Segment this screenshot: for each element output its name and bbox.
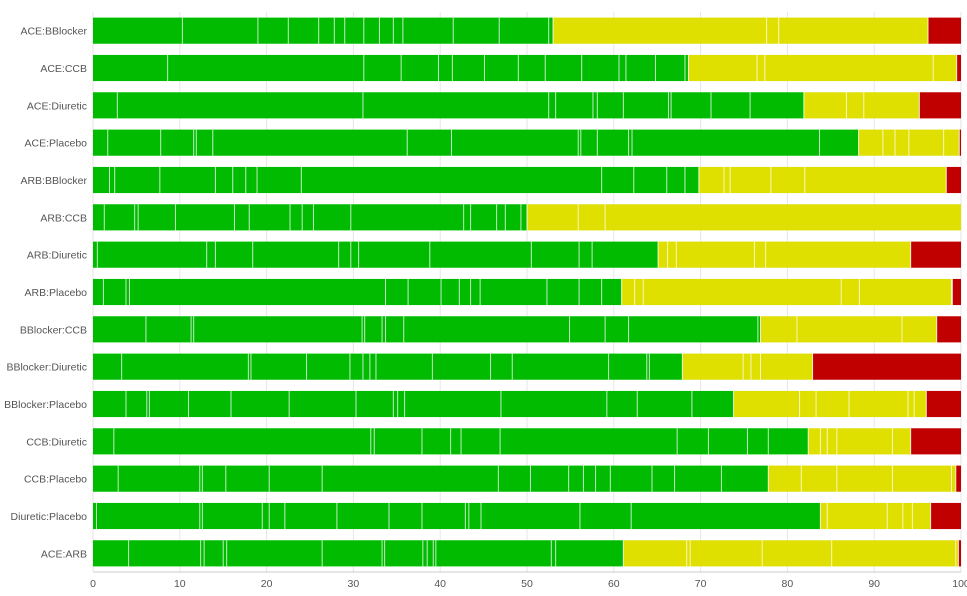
bar-segment-green	[93, 390, 734, 418]
category-label: BBlocker:Placebo	[4, 399, 87, 411]
bar-segment-red	[812, 353, 961, 380]
x-tick-label: 90	[868, 578, 880, 590]
x-tick-label: 0	[90, 578, 96, 590]
bar-segment-green	[93, 92, 804, 119]
bar-row	[93, 204, 961, 231]
bar-row	[93, 540, 961, 567]
bar-row	[93, 54, 961, 82]
category-label: BBlocker:Diuretic	[6, 362, 87, 374]
bar-segment-red	[958, 540, 961, 567]
bar-segment-red	[946, 166, 961, 194]
bar-segment-yellow	[803, 92, 920, 119]
bar-segment-green	[93, 204, 527, 231]
x-tick-label: 20	[261, 578, 273, 590]
bar-segment-green	[93, 129, 859, 156]
bar-segment-green	[93, 316, 761, 343]
category-label: ARB:CCB	[40, 212, 87, 224]
bar-segment-green	[93, 540, 624, 567]
bar-segment-red	[959, 129, 961, 156]
bar-segment-red	[956, 54, 961, 82]
x-tick-label: 40	[434, 578, 446, 590]
category-label: ARB:Diuretic	[27, 250, 87, 262]
bar-segment-yellow	[682, 353, 813, 380]
bar-segment-red	[930, 502, 961, 530]
bar-segment-yellow	[527, 204, 961, 231]
x-tick-label: 100	[952, 578, 967, 590]
x-tick-label: 10	[174, 578, 186, 590]
bar-segment-red	[926, 390, 961, 418]
bar-row	[93, 465, 961, 492]
x-tick-label: 30	[348, 578, 360, 590]
bar-segment-red	[919, 92, 961, 119]
bar-segment-yellow	[623, 540, 959, 567]
bar-segment-green	[93, 465, 769, 492]
bar-segment-red	[952, 278, 961, 306]
category-label: ARB:Placebo	[25, 287, 88, 299]
bar-segment-green	[93, 353, 683, 380]
bar-row	[93, 92, 961, 119]
bar-segment-yellow	[808, 428, 911, 455]
bar-segment-yellow	[760, 316, 937, 343]
bar-segment-red	[936, 316, 961, 343]
category-label: ACE:Placebo	[25, 138, 88, 150]
category-label: ACE:CCB	[40, 63, 87, 75]
bar-row	[93, 502, 961, 530]
bar-row	[93, 17, 961, 44]
bar-row	[93, 316, 961, 343]
category-label: CCB:Diuretic	[26, 436, 87, 448]
x-tick-label: 60	[608, 578, 620, 590]
bar-segment-green	[93, 17, 554, 44]
x-tick-label: 80	[782, 578, 794, 590]
bar-segment-green	[93, 54, 689, 82]
bar-row	[93, 428, 961, 455]
x-tick-label: 50	[521, 578, 533, 590]
bar-segment-green	[93, 502, 821, 530]
category-label: ACE:Diuretic	[27, 100, 87, 112]
bar-row	[93, 278, 961, 306]
bar-row	[93, 129, 961, 156]
category-label: ACE:ARB	[41, 548, 87, 560]
bar-segment-green	[93, 278, 622, 306]
bar-segment-yellow	[621, 278, 953, 306]
bar-segment-yellow	[698, 166, 947, 194]
category-label: ARB:BBlocker	[20, 175, 87, 187]
bar-segment-green	[93, 166, 699, 194]
ticks-layer: 0 10 20 30 40 50 60 70 80 90 100	[90, 578, 967, 590]
bar-row	[93, 390, 961, 418]
bar-segment-yellow	[553, 17, 929, 44]
bar-segment-green	[93, 241, 659, 268]
bar-row	[93, 241, 961, 268]
bar-segment-yellow	[820, 502, 931, 530]
labels-layer: ACE:BBlocker ACE:CCB ACE:Diuretic ACE:Place…	[4, 26, 87, 561]
bar-segment-red	[928, 17, 961, 44]
category-label: BBlocker:CCB	[20, 324, 87, 336]
bar-segment-yellow	[658, 241, 911, 268]
bar-segment-red	[910, 428, 961, 455]
bars-layer	[93, 17, 961, 567]
x-tick-label: 70	[695, 578, 707, 590]
bar-segment-red	[910, 241, 961, 268]
bar-segment-yellow	[688, 54, 957, 82]
bar-row	[93, 166, 961, 194]
bar-row	[93, 353, 961, 380]
bar-segment-yellow	[768, 465, 956, 492]
bar-segment-red	[955, 465, 961, 492]
category-label: CCB:Placebo	[24, 474, 87, 486]
category-label: ACE:BBlocker	[20, 26, 87, 38]
category-label: Diuretic:Placebo	[11, 511, 88, 523]
bar-segment-yellow	[733, 390, 927, 418]
